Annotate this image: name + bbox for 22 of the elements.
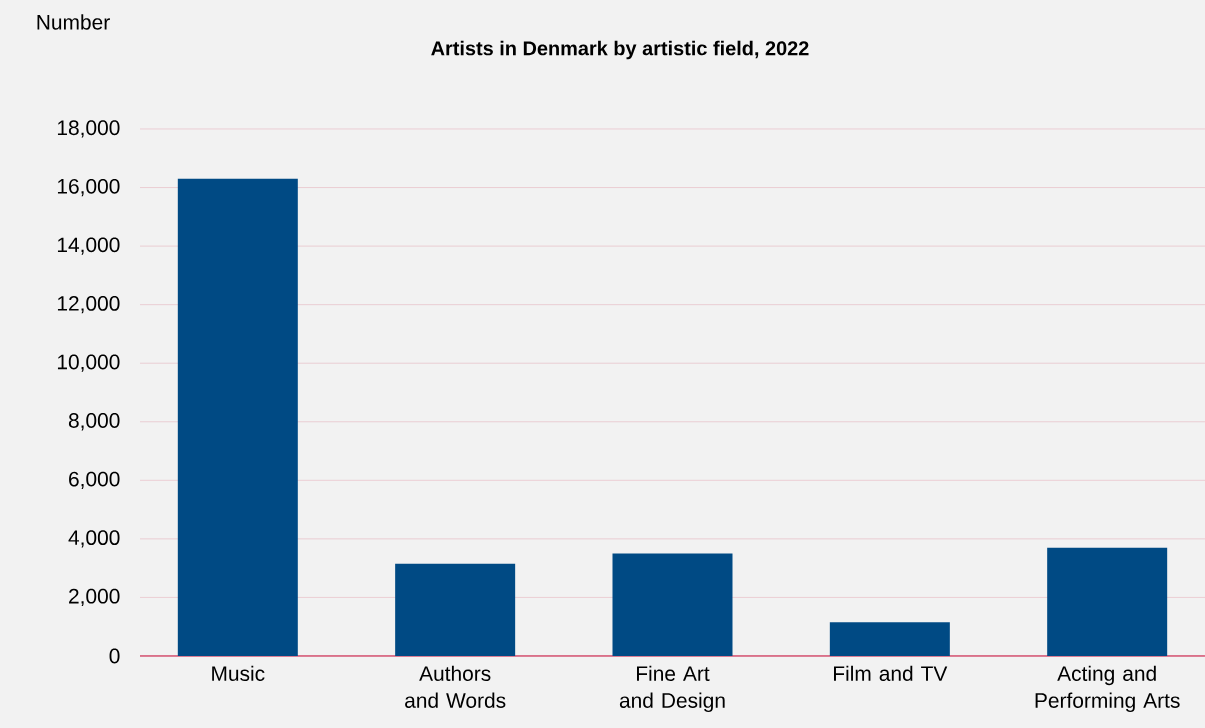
bar [612,553,733,656]
y-tick-label: 4,000 [68,530,120,548]
y-tick-label: 14,000 [57,237,120,255]
y-tick-label: 2,000 [69,588,120,607]
x-tick-label: Music [212,665,265,681]
y-tick-label: 16,000 [57,178,120,197]
y-tick-label: 12,000 [57,296,120,314]
y-tick-label: 0 [109,648,120,664]
bar [395,563,516,656]
x-tick-label: Acting and Performing Arts [1035,665,1180,713]
x-tick-label: Authors and Words [405,665,506,708]
x-tick-label: Fine Art and Design [619,665,725,713]
y-tick-label: 8,000 [68,413,120,431]
y-tick-label: 6,000 [69,471,120,489]
bar [177,178,298,656]
y-tick-label: 10,000 [57,354,120,372]
y-tick-label: 18,000 [57,120,120,138]
chart-title: Artists in Denmark by artistic field, 2022 [431,40,809,60]
y-axis-title: Number [37,14,110,30]
bar [829,622,950,656]
bar [1047,547,1168,656]
x-tick-label: Film and TV [834,665,948,681]
